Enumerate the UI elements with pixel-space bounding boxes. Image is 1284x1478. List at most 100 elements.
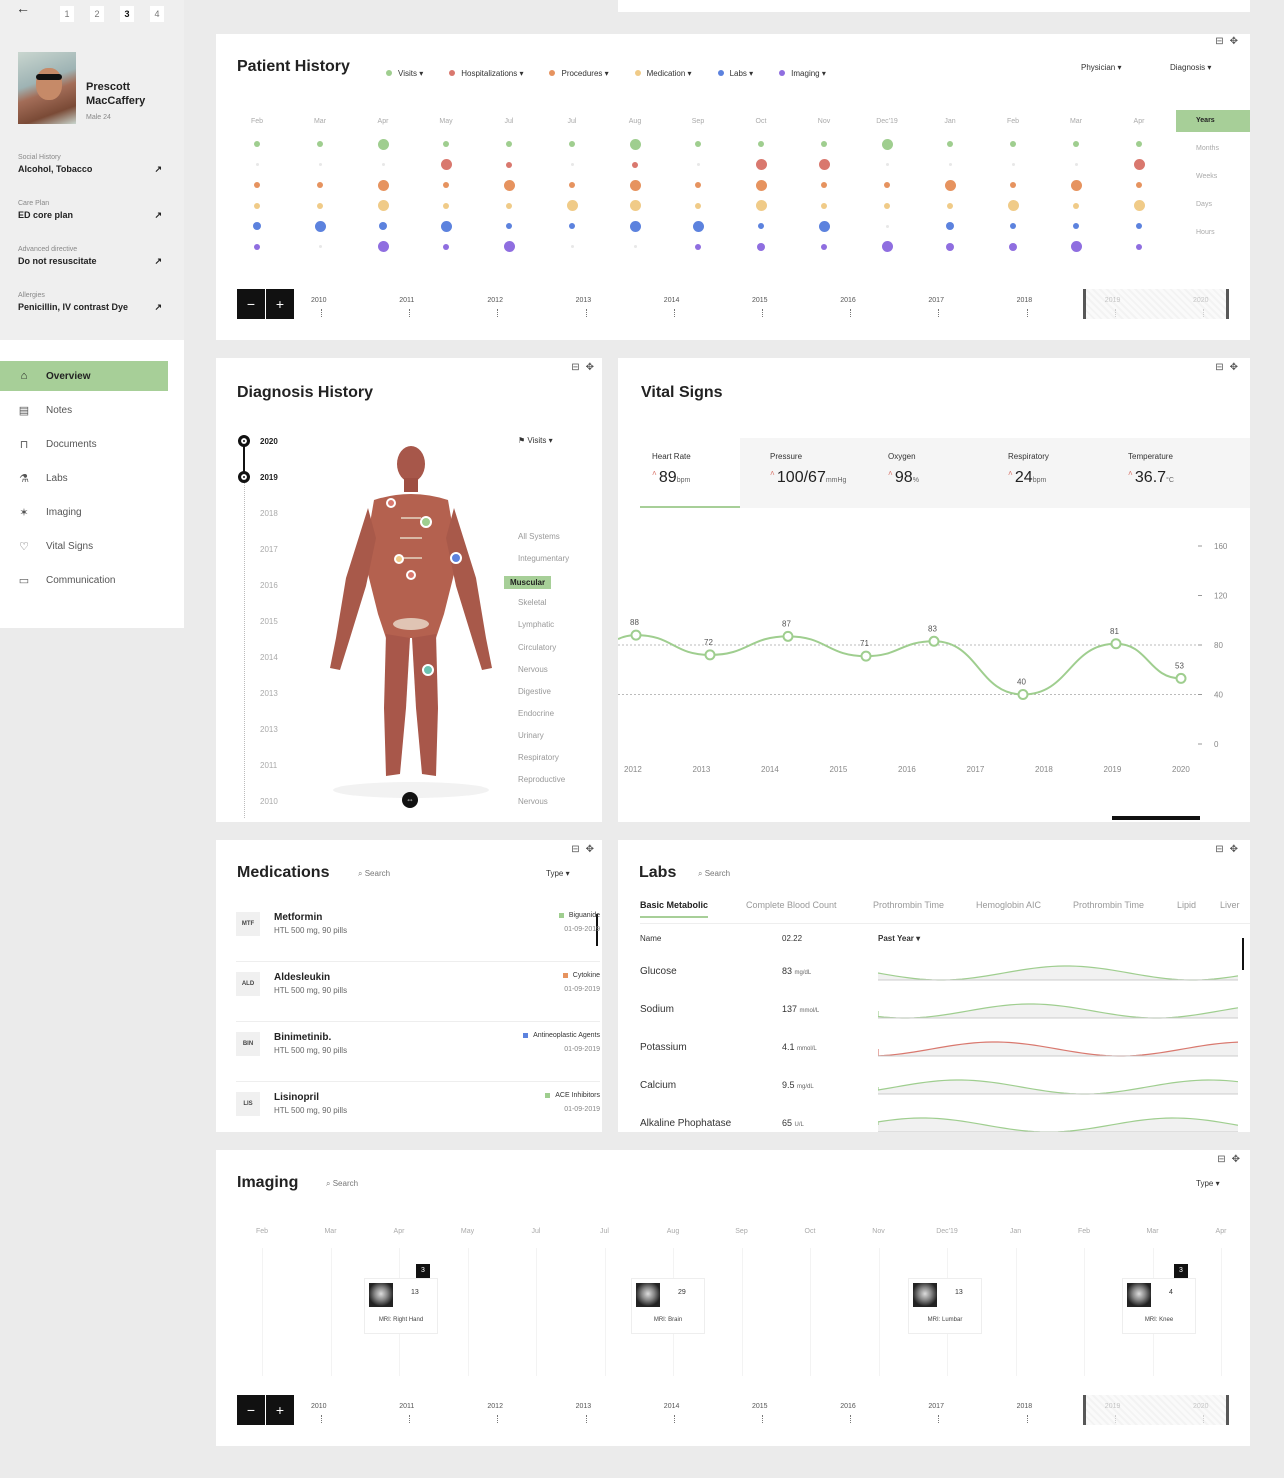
- move-icon[interactable]: ✥: [1231, 1154, 1246, 1165]
- tab-hemoglobin-aic[interactable]: Hemoglobin AIC: [976, 900, 1042, 910]
- medications-scrollbar[interactable]: [596, 914, 598, 946]
- expand-arrow-icon[interactable]: ↗: [154, 164, 162, 174]
- diagnosis-year[interactable]: 2016: [260, 581, 278, 590]
- sidebar-item-imaging[interactable]: ✶ Imaging: [0, 497, 168, 527]
- history-dot[interactable]: [1073, 223, 1079, 229]
- sidebar-item-communication[interactable]: ▭ Communication: [0, 565, 168, 595]
- history-dot[interactable]: [947, 202, 953, 209]
- sidebar-item-notes[interactable]: ▤ Notes: [0, 395, 168, 425]
- zoom-out-button[interactable]: −: [237, 289, 265, 319]
- history-dot[interactable]: [1133, 200, 1145, 211]
- diagnosis-dropdown[interactable]: Diagnosis ▾: [1170, 63, 1212, 72]
- tab-complete-blood-count[interactable]: Complete Blood Count: [746, 900, 837, 910]
- vital-card-pressure[interactable]: Pressure ˄ 100/67mmHg: [758, 438, 870, 508]
- diagnosis-year[interactable]: 2010: [260, 797, 278, 806]
- scale-option-months[interactable]: Months: [1196, 145, 1219, 152]
- legend-item-3[interactable]: Medication ▾: [634, 69, 692, 78]
- timeline-selection-handle[interactable]: [1083, 1395, 1229, 1425]
- history-dot[interactable]: [1136, 182, 1142, 188]
- history-dot[interactable]: [757, 242, 765, 251]
- system-integumentary[interactable]: Integumentary: [518, 554, 570, 564]
- page-4-button[interactable]: 4: [150, 6, 164, 22]
- scale-option-hours[interactable]: Hours: [1196, 229, 1215, 236]
- page-1-button[interactable]: 1: [60, 6, 74, 22]
- history-dot[interactable]: [255, 163, 259, 166]
- history-dot[interactable]: [569, 141, 575, 147]
- imaging-search[interactable]: ⌕ Search: [326, 1179, 359, 1188]
- system-urinary[interactable]: Urinary: [518, 730, 544, 740]
- rotate-icon[interactable]: ⇔: [402, 792, 418, 808]
- history-dot[interactable]: [695, 202, 701, 209]
- history-dot[interactable]: [443, 202, 449, 209]
- history-dot[interactable]: [696, 163, 700, 166]
- history-dot[interactable]: [884, 202, 890, 209]
- labs-scrollbar[interactable]: [1242, 938, 1244, 970]
- system-lymphatic[interactable]: Lymphatic: [518, 620, 555, 630]
- history-dot[interactable]: [377, 179, 389, 191]
- lab-row[interactable]: Calcium 9.5 mg/dL: [640, 1070, 1240, 1106]
- system-nervous[interactable]: Nervous: [518, 797, 548, 807]
- history-dot[interactable]: [881, 138, 893, 150]
- history-dot[interactable]: [758, 223, 764, 229]
- marker-medication[interactable]: [394, 554, 404, 564]
- system-skeletal[interactable]: Skeletal: [518, 598, 547, 608]
- history-dot[interactable]: [377, 138, 389, 150]
- history-dot[interactable]: [1073, 141, 1079, 147]
- history-dot[interactable]: [570, 163, 574, 166]
- page-3-button[interactable]: 3: [120, 6, 134, 22]
- history-dot[interactable]: [381, 163, 385, 166]
- vital-card-oxygen[interactable]: Oxygen ˄ 98%: [876, 438, 988, 508]
- history-dot[interactable]: [1007, 200, 1019, 211]
- patient-history-timeline[interactable]: −+20102011201220132014201520162017201820…: [237, 289, 1229, 319]
- history-dot[interactable]: [818, 220, 830, 232]
- history-dot[interactable]: [1074, 163, 1078, 166]
- study-badge[interactable]: 3: [416, 1264, 430, 1278]
- patient-info-0[interactable]: Social History Alcohol, Tobacco ↗: [18, 154, 184, 175]
- history-dot[interactable]: [253, 222, 261, 230]
- history-dot[interactable]: [440, 220, 452, 232]
- diagnosis-year[interactable]: 2019: [260, 473, 278, 482]
- medications-type-dropdown[interactable]: Type ▾: [546, 869, 570, 878]
- sidebar-item-labs[interactable]: ⚗ Labs: [0, 463, 168, 493]
- history-dot[interactable]: [440, 159, 452, 170]
- minimize-icon[interactable]: ⊟: [1215, 362, 1230, 373]
- medication-row[interactable]: ALD Aldesleukin HTL 500 mg, 90 pills Cytoki…: [236, 964, 600, 1022]
- marker-labs[interactable]: [450, 552, 462, 564]
- system-nervous[interactable]: Nervous: [518, 664, 548, 674]
- history-dot[interactable]: [443, 243, 449, 250]
- data-point[interactable]: [704, 649, 716, 661]
- data-point[interactable]: [630, 629, 642, 641]
- data-point[interactable]: [1110, 638, 1122, 650]
- imaging-timeline[interactable]: −+20102011201220132014201520162017201820…: [237, 1395, 1229, 1425]
- history-dot[interactable]: [1010, 182, 1016, 188]
- imaging-type-dropdown[interactable]: Type ▾: [1196, 1179, 1220, 1188]
- history-dot[interactable]: [443, 141, 449, 147]
- tab-prothrombin-time[interactable]: Prothrombin Time: [1073, 900, 1145, 910]
- minimize-icon[interactable]: ⊟: [571, 362, 586, 373]
- minimize-icon[interactable]: ⊟: [1215, 36, 1230, 47]
- system-muscular[interactable]: Muscular: [504, 576, 552, 590]
- tab-lipid[interactable]: Lipid: [1177, 900, 1197, 910]
- history-dot[interactable]: [946, 242, 954, 251]
- lab-row[interactable]: Alkaline Phophatase 65 U/L: [640, 1108, 1240, 1132]
- year-handle[interactable]: [238, 471, 250, 483]
- history-dot[interactable]: [821, 243, 827, 250]
- history-dot[interactable]: [569, 223, 575, 229]
- medication-row[interactable]: MTF Metformin HTL 500 mg, 90 pills Biguanid…: [236, 904, 600, 962]
- history-dot[interactable]: [318, 163, 322, 166]
- history-dot[interactable]: [629, 200, 641, 211]
- lab-row[interactable]: Glucose 83 mg/dL: [640, 956, 1240, 992]
- history-dot[interactable]: [695, 243, 701, 250]
- history-dot[interactable]: [821, 141, 827, 147]
- scale-option-years[interactable]: Years: [1176, 110, 1250, 132]
- timeline-selection-handle[interactable]: [1083, 289, 1229, 319]
- imaging-study-card[interactable]: 13 MRI: Right Hand: [364, 1278, 438, 1334]
- zoom-in-button[interactable]: +: [266, 289, 294, 319]
- scale-option-days[interactable]: Days: [1196, 201, 1212, 208]
- patient-info-3[interactable]: Allergies Penicillin, IV contrast Dye ↗: [18, 292, 184, 313]
- diagnosis-year[interactable]: 2020: [260, 437, 278, 446]
- diagnosis-year[interactable]: 2015: [260, 617, 278, 626]
- history-dot[interactable]: [755, 179, 767, 191]
- diagnosis-year[interactable]: 2013: [260, 725, 278, 734]
- history-dot[interactable]: [1011, 163, 1015, 166]
